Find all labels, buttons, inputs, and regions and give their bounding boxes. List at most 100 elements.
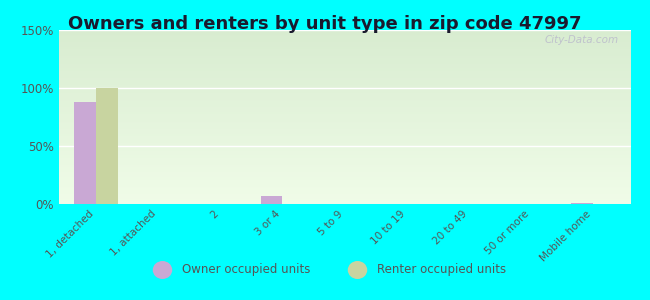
Text: Owners and renters by unit type in zip code 47997: Owners and renters by unit type in zip c… bbox=[68, 15, 582, 33]
Bar bbox=[58, 78, 630, 79]
Bar bbox=[58, 81, 630, 82]
Bar bbox=[58, 125, 630, 126]
Bar bbox=[58, 75, 630, 76]
Bar bbox=[58, 52, 630, 53]
Bar bbox=[58, 184, 630, 185]
Bar bbox=[58, 151, 630, 152]
Bar bbox=[58, 187, 630, 188]
Bar bbox=[58, 183, 630, 184]
Bar bbox=[58, 100, 630, 101]
Bar bbox=[58, 72, 630, 73]
Bar bbox=[58, 46, 630, 47]
Bar bbox=[58, 147, 630, 148]
Bar bbox=[58, 40, 630, 42]
Bar bbox=[58, 124, 630, 125]
Bar bbox=[58, 69, 630, 70]
Bar bbox=[58, 198, 630, 200]
Bar bbox=[58, 37, 630, 38]
Bar bbox=[58, 43, 630, 44]
Bar bbox=[58, 153, 630, 154]
Bar bbox=[58, 30, 630, 31]
Bar bbox=[58, 38, 630, 39]
Bar bbox=[58, 39, 630, 41]
Bar bbox=[58, 175, 630, 176]
Bar bbox=[58, 95, 630, 96]
Bar bbox=[58, 85, 630, 86]
Bar bbox=[96, 88, 118, 204]
Bar bbox=[58, 181, 630, 182]
Bar bbox=[58, 51, 630, 52]
Bar bbox=[58, 97, 630, 98]
Bar bbox=[58, 34, 630, 36]
Bar bbox=[58, 54, 630, 56]
Bar bbox=[58, 162, 630, 164]
Text: Renter occupied units: Renter occupied units bbox=[377, 263, 506, 277]
Bar bbox=[58, 102, 630, 103]
Bar bbox=[58, 166, 630, 167]
Bar bbox=[58, 80, 630, 81]
Bar bbox=[58, 178, 630, 180]
Bar bbox=[58, 106, 630, 108]
Bar bbox=[58, 133, 630, 134]
Text: Owner occupied units: Owner occupied units bbox=[182, 263, 311, 277]
Bar bbox=[58, 53, 630, 54]
Bar bbox=[58, 109, 630, 110]
Bar bbox=[58, 185, 630, 187]
Bar bbox=[58, 161, 630, 162]
Bar bbox=[58, 70, 630, 72]
Bar bbox=[58, 68, 630, 69]
Bar bbox=[58, 182, 630, 183]
Bar bbox=[58, 121, 630, 122]
Bar bbox=[58, 168, 630, 169]
Bar bbox=[58, 73, 630, 74]
Bar bbox=[58, 86, 630, 87]
Bar bbox=[58, 58, 630, 59]
Bar bbox=[58, 146, 630, 147]
Bar bbox=[58, 152, 630, 153]
Bar bbox=[58, 177, 630, 178]
Bar bbox=[58, 118, 630, 119]
Bar bbox=[58, 180, 630, 181]
Bar bbox=[58, 203, 630, 204]
Bar bbox=[58, 160, 630, 161]
Bar bbox=[58, 123, 630, 124]
Bar bbox=[58, 200, 630, 202]
Bar bbox=[58, 129, 630, 130]
Bar bbox=[58, 60, 630, 61]
Bar bbox=[58, 202, 630, 203]
Bar bbox=[58, 104, 630, 105]
Bar bbox=[58, 192, 630, 194]
Bar bbox=[58, 148, 630, 149]
Bar bbox=[58, 101, 630, 102]
Bar bbox=[58, 140, 630, 141]
Bar bbox=[58, 176, 630, 177]
Bar bbox=[58, 49, 630, 50]
Bar bbox=[58, 188, 630, 189]
Bar bbox=[58, 165, 630, 166]
Bar bbox=[58, 170, 630, 172]
Bar bbox=[58, 122, 630, 123]
Bar bbox=[58, 103, 630, 104]
Bar bbox=[58, 67, 630, 68]
Bar bbox=[58, 145, 630, 146]
Bar bbox=[58, 156, 630, 158]
Bar bbox=[58, 136, 630, 137]
Bar bbox=[58, 110, 630, 111]
Bar bbox=[58, 172, 630, 173]
Bar bbox=[58, 174, 630, 175]
Bar bbox=[58, 92, 630, 93]
Bar bbox=[58, 155, 630, 156]
Bar bbox=[58, 194, 630, 195]
Bar bbox=[58, 159, 630, 160]
Bar bbox=[58, 76, 630, 78]
Bar bbox=[58, 144, 630, 145]
Bar bbox=[58, 64, 630, 65]
Bar bbox=[58, 108, 630, 109]
Bar bbox=[58, 93, 630, 94]
Bar bbox=[58, 44, 630, 45]
Bar bbox=[58, 47, 630, 49]
Bar bbox=[58, 61, 630, 62]
Bar bbox=[58, 96, 630, 97]
Bar bbox=[58, 149, 630, 151]
Bar bbox=[58, 141, 630, 142]
